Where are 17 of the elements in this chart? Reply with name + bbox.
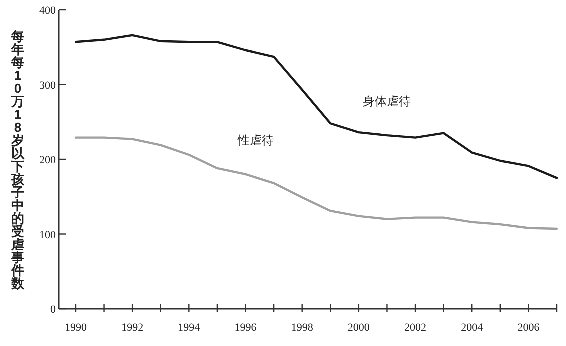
x-tick-label: 2000 xyxy=(348,322,370,334)
x-tick-label: 1998 xyxy=(291,322,314,334)
y-axis-title: 每年每10万18岁以下孩子中的受虐事件数 xyxy=(12,29,24,291)
x-tick-label: 1990 xyxy=(64,322,88,334)
y-tick-label: 200 xyxy=(40,154,56,166)
y-tick-label: 400 xyxy=(40,5,56,17)
x-tick-label: 2004 xyxy=(461,322,484,334)
x-tick-label: 1992 xyxy=(122,322,144,334)
y-tick-label: 300 xyxy=(40,80,56,92)
text: 性虐待 xyxy=(236,133,274,148)
x-tick-label: 2006 xyxy=(518,322,540,334)
x-tick-label: 2002 xyxy=(404,322,427,334)
text: 身体虐待 xyxy=(363,94,412,109)
y-tick-label: 100 xyxy=(40,229,56,242)
x-tick-label: 1996 xyxy=(234,322,258,334)
x-tick-label: 1994 xyxy=(178,322,201,334)
y-tick-label: 0 xyxy=(50,304,56,316)
